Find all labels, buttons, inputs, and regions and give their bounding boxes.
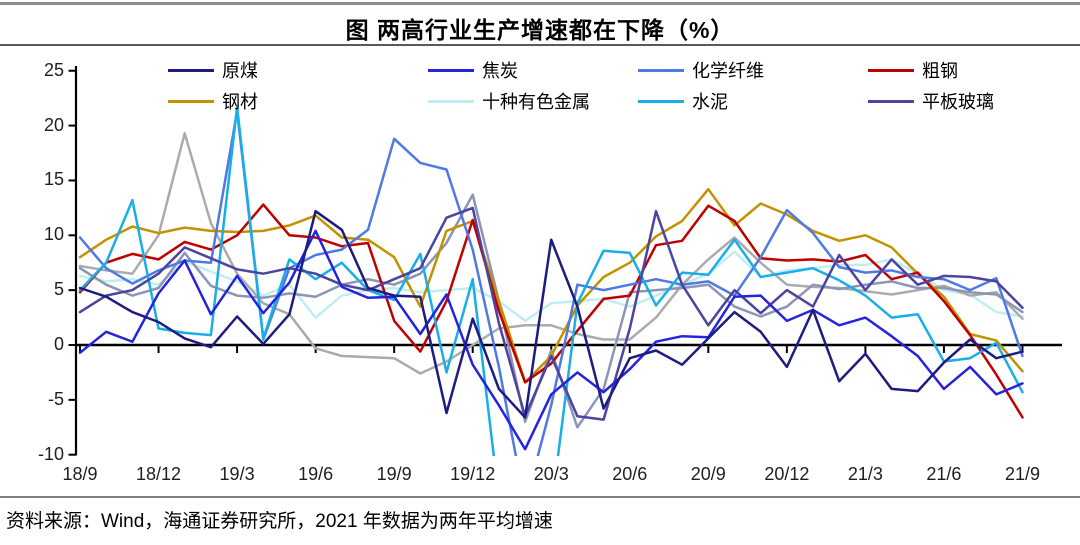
y-axis-tick-label: 20 [43,114,64,135]
x-axis-tick-label: 19/9 [376,464,412,484]
series-line-crude-steel [78,203,1024,419]
legend-item-ten-nonferrous-metals: 十种有色金属 [428,89,590,113]
top-border-rule [0,2,1080,5]
x-axis-tick-label: 18/9 [62,464,98,484]
y-axis-tick-label: 5 [53,279,64,300]
legend-swatch-chemical-fiber [638,68,684,72]
legend-swatch-cement [638,99,684,103]
legend-swatch-coke [428,68,474,72]
axes [68,66,1062,456]
legend-item-raw-coal: 原煤 [168,58,258,82]
series-line-ten-nonferrous-metals [78,250,1024,323]
x-axis-tick-label: 19/12 [450,464,496,484]
legend-label: 焦炭 [482,61,518,81]
legend-label: 钢材 [222,92,258,112]
legend-label: 平板玻璃 [922,92,994,112]
legend-swatch-crude-steel [868,68,914,72]
source-note: 资料来源：Wind，海通证券研究所，2021 年数据为两年平均增速 [6,511,553,532]
series-line-unlabeled-gray-2 [78,193,1024,429]
legend-swatch-raw-coal [168,68,214,72]
legend-swatch-flat-glass [868,99,914,103]
legend-item-crude-steel: 粗钢 [868,58,958,82]
legend-swatch-ten-nonferrous-metals [428,99,474,103]
legend-item-flat-glass: 平板玻璃 [868,89,994,113]
series-line-coke [78,229,1024,451]
y-axis-tick-label: 0 [53,334,64,354]
x-axis-tick-label: 19/3 [219,464,255,484]
legend-label: 粗钢 [922,61,958,81]
series-line-steel-products [78,187,1024,384]
y-axis-tick-label: -10 [37,443,64,464]
x-axis-tick-label: 21/6 [926,464,962,484]
y-axis-tick-label: -5 [47,388,64,409]
legend-item-coke: 焦炭 [428,58,518,82]
x-axis-tick-label: 21/9 [1004,464,1040,484]
y-axis-tick-label: 10 [43,224,64,245]
legend-label: 原煤 [222,61,258,81]
x-axis-tick-label: 20/12 [764,464,810,484]
legend-item-steel-products: 钢材 [168,89,258,113]
series-line-raw-coal [78,209,1024,419]
x-axis-tick-label: 20/6 [612,464,648,484]
series-line-cement [78,105,1024,456]
footer-divider-rule [0,496,1080,498]
legend-label: 化学纤维 [692,61,764,81]
y-axis-tick-label: 25 [43,59,64,80]
x-axis-tick-label: 18/12 [136,464,182,484]
y-axis-tick-label: 15 [43,169,64,190]
x-axis-tick-label: 21/3 [847,464,883,484]
series-lines [78,105,1024,456]
x-axis-tick-label: 19/6 [298,464,334,484]
x-axis-tick-label: 20/9 [690,464,726,484]
chart-title: 图 两高行业生产增速都在下降（%） [345,17,735,43]
legend-swatch-steel-products [168,99,214,103]
x-axis-tick-label: 20/3 [533,464,569,484]
legend-item-chemical-fiber: 化学纤维 [638,58,764,82]
series-line-flat-glass [78,206,1024,421]
title-divider-rule [0,44,1080,46]
legend-label: 水泥 [692,92,728,112]
legend-item-cement: 水泥 [638,89,728,113]
legend-label: 十种有色金属 [482,92,590,112]
